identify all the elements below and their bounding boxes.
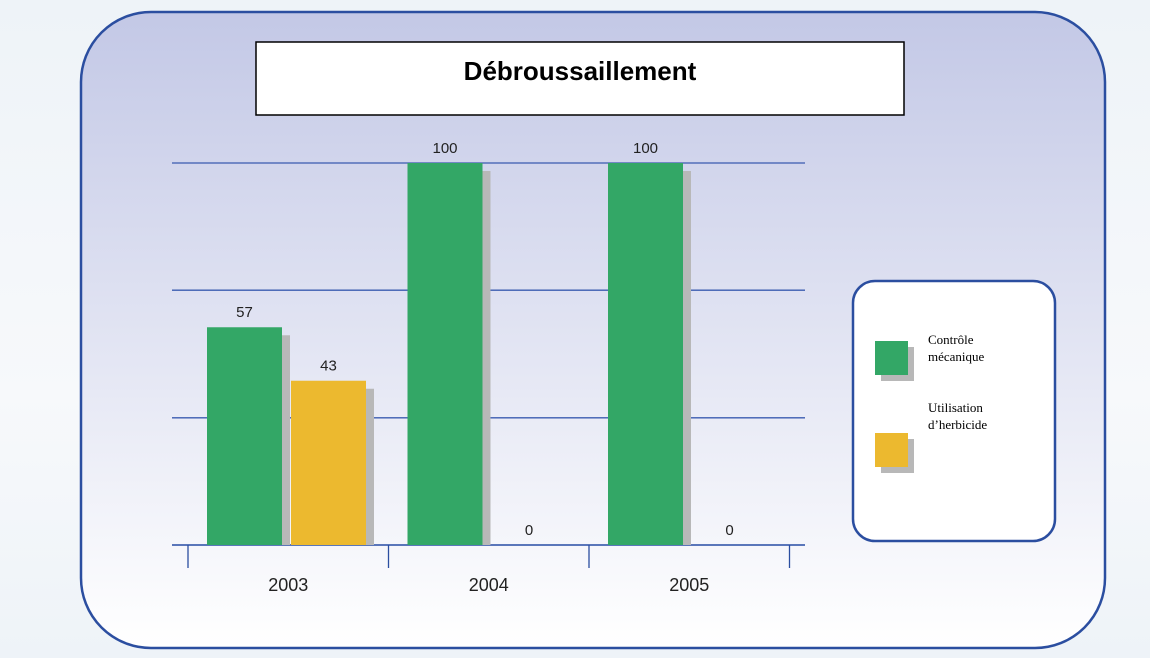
bar — [207, 327, 282, 545]
value-label: 0 — [725, 522, 733, 539]
bar — [407, 163, 483, 545]
value-label: 0 — [525, 522, 533, 539]
legend-label: Contrôle mécanique — [928, 332, 985, 364]
value-label: 43 — [320, 358, 337, 375]
title-box — [255, 41, 905, 116]
x-tick-label: 2005 — [669, 575, 709, 595]
chart-title: Débroussaillement — [464, 56, 697, 86]
legend-swatch — [875, 433, 908, 467]
x-tick-label: 2004 — [469, 575, 509, 595]
legend-swatch — [875, 341, 908, 375]
bar — [291, 380, 366, 545]
value-label: 100 — [432, 140, 457, 157]
x-tick-label: 2003 — [268, 575, 308, 595]
value-label: 57 — [236, 304, 253, 321]
value-label: 100 — [633, 140, 658, 157]
legend-label: Utilisation d’herbicide — [928, 400, 988, 432]
bar — [608, 163, 683, 545]
